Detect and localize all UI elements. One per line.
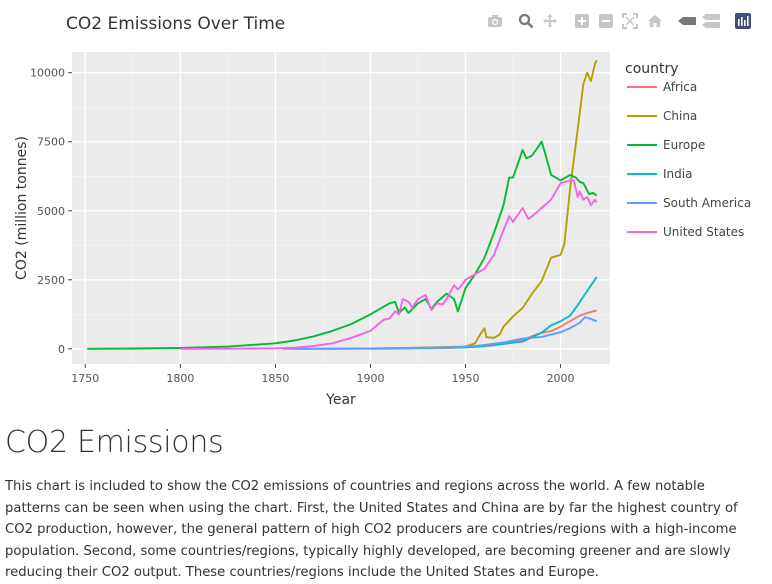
legend-label: South America	[663, 196, 751, 210]
chart-title: CO2 Emissions Over Time	[66, 14, 285, 34]
zoom-icon[interactable]	[517, 12, 535, 30]
zoom-in-icon[interactable]	[573, 12, 591, 30]
legend-label: Africa	[663, 80, 697, 94]
y-tick-label: 5000	[37, 205, 65, 218]
legend-item-india: India	[627, 167, 692, 181]
series-line-china	[370, 59, 598, 350]
x-tick-label: 1750	[71, 372, 99, 385]
legend-label: United States	[663, 225, 744, 239]
x-tick-label: 1800	[166, 372, 194, 385]
legend-item-europe: Europe	[627, 138, 705, 152]
legend-label: India	[663, 167, 692, 181]
x-tick-label: 1900	[356, 372, 384, 385]
grid-major	[72, 52, 610, 364]
y-tick-label: 0	[58, 343, 65, 356]
legend-item-africa: Africa	[627, 80, 697, 94]
series-line-south-america	[283, 316, 598, 350]
grid-minor	[72, 52, 610, 364]
series-line-united-states	[180, 179, 598, 350]
legend-title: country	[625, 61, 679, 77]
x-axis-ticks: 1750 1800 1850 1900 1950 2000	[71, 364, 575, 385]
camera-icon[interactable]	[486, 12, 504, 30]
legend-item-china: China	[627, 109, 697, 123]
plot-area[interactable]	[72, 52, 610, 364]
autoscale-icon[interactable]	[621, 12, 639, 30]
co2-line-chart[interactable]: CO2 Emissions Over Time 1750 1800 1850 1900…	[0, 0, 772, 410]
pan-icon[interactable]	[541, 12, 559, 30]
plotly-logo-icon[interactable]	[734, 12, 752, 30]
y-axis-label: CO2 (million tonnes)	[14, 136, 30, 280]
y-axis-ticks: 0 2500 5000 7500 10000	[30, 67, 72, 356]
y-tick-label: 10000	[30, 67, 65, 80]
x-tick-label: 1850	[261, 372, 289, 385]
x-tick-label: 2000	[547, 372, 575, 385]
zoom-out-icon[interactable]	[597, 12, 615, 30]
hover-closest-icon[interactable]	[678, 12, 696, 30]
legend-label: Europe	[663, 138, 705, 152]
hover-compare-icon[interactable]	[702, 12, 720, 30]
legend-item-south-america: South America	[627, 196, 751, 210]
y-tick-label: 2500	[37, 274, 65, 287]
legend-label: China	[663, 109, 697, 123]
section-heading: CO2 Emissions	[5, 425, 224, 460]
legend-item-united-states: United States	[627, 225, 744, 239]
series-lines	[87, 59, 598, 350]
home-icon[interactable]	[646, 12, 664, 30]
chart-container: CO2 Emissions Over Time 1750 1800 1850 1900…	[0, 0, 772, 410]
x-axis-label: Year	[325, 392, 356, 408]
section-paragraph: This chart is included to show the CO2 e…	[5, 479, 738, 580]
y-tick-label: 7500	[37, 136, 65, 149]
x-tick-label: 1950	[452, 372, 480, 385]
legend: country Africa China Europe India South Amer…	[625, 61, 751, 239]
series-line-europe	[87, 140, 598, 350]
